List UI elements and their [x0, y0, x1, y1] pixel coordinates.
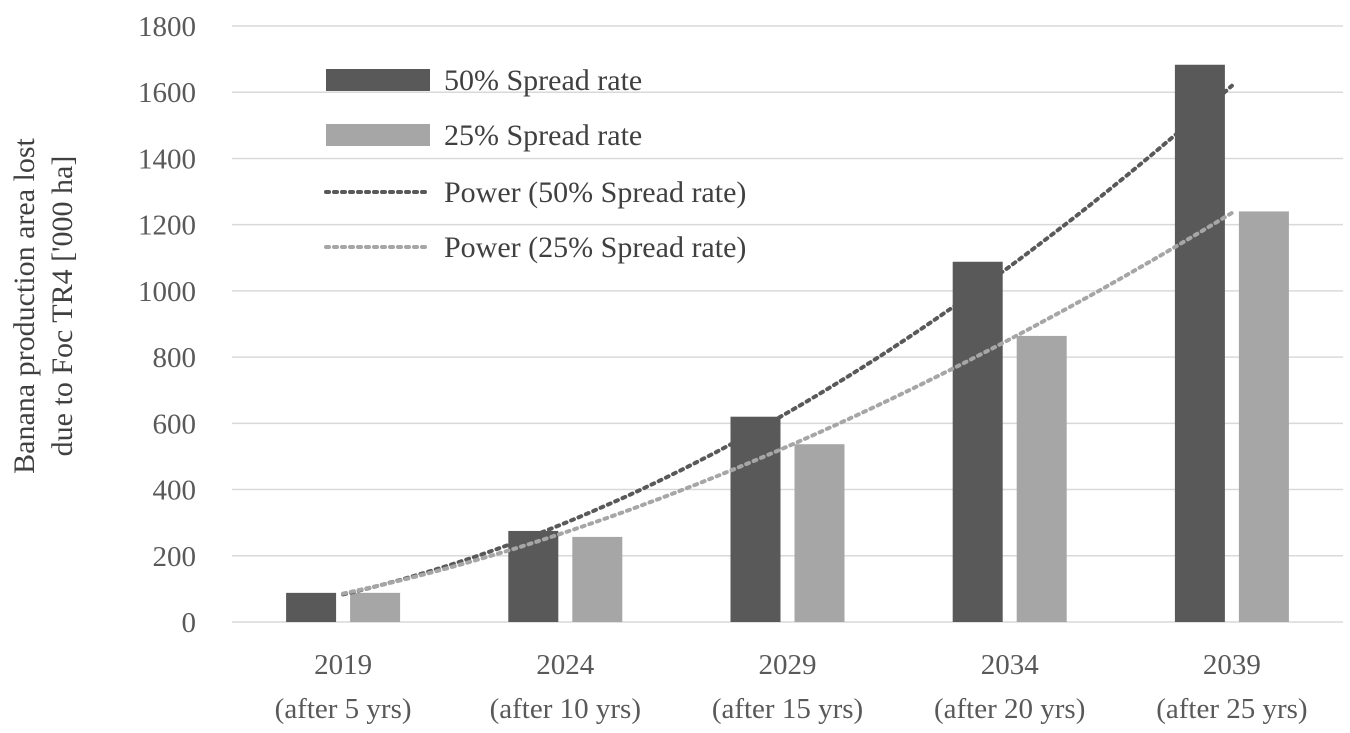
x-label-sub-2024: (after 10 yrs): [490, 693, 641, 725]
bar-25pct-2024: [572, 536, 623, 622]
legend-label-power-50-percent: Power (50% Spread rate): [444, 176, 746, 209]
trendline-power-25pct: [341, 210, 1234, 596]
bar-50pct-2019: [286, 592, 337, 622]
x-label-sub-2039: (after 25 yrs): [1156, 693, 1307, 725]
y-tick-label-0: 0: [182, 607, 197, 639]
y-axis-ticks: 0 200 400 600 800 1000 1200 1400 1600 1800: [138, 11, 196, 639]
y-axis-title-line-1: Banana production area lost: [8, 137, 41, 473]
y-tick-label-1400: 1400: [138, 143, 196, 175]
x-label-year-2034: 2034: [981, 649, 1040, 681]
y-axis-title-line-2: due to Foc TR4 ['000 ha]: [46, 156, 79, 457]
trendlines: [341, 83, 1234, 597]
bar-50pct-2039: [1174, 64, 1225, 623]
y-tick-label-1200: 1200: [138, 210, 196, 242]
bar-25pct-2039: [1238, 211, 1289, 622]
bar-25pct-2034: [1016, 335, 1067, 622]
x-label-year-2029: 2029: [759, 649, 817, 681]
bar-50pct-2034: [952, 261, 1003, 622]
x-label-sub-2034: (after 20 yrs): [934, 693, 1085, 725]
x-label-year-2039: 2039: [1203, 649, 1261, 681]
y-tick-label-800: 800: [153, 342, 197, 374]
bar-25pct-2029: [794, 444, 845, 622]
bar-25pct-2019: [350, 592, 401, 622]
x-label-sub-2019: (after 5 yrs): [275, 693, 412, 725]
bars: [286, 64, 1289, 623]
legend-swatch-25-percent: [326, 124, 430, 146]
gridlines: [232, 25, 1343, 623]
x-label-year-2019: 2019: [314, 649, 372, 681]
trendline-power-50pct: [341, 83, 1234, 597]
legend-label-25-percent: 25% Spread rate: [444, 119, 642, 152]
x-label-year-2024: 2024: [536, 649, 595, 681]
y-tick-label-400: 400: [153, 475, 197, 507]
legend-swatch-50-percent: [326, 69, 430, 91]
y-tick-label-200: 200: [153, 541, 197, 573]
y-tick-label-1600: 1600: [138, 77, 196, 109]
legend-label-power-25-percent: Power (25% Spread rate): [444, 231, 746, 264]
legend-label-50-percent: 50% Spread rate: [444, 64, 642, 97]
x-label-sub-2029: (after 15 yrs): [712, 693, 863, 725]
y-tick-label-1000: 1000: [138, 276, 196, 308]
y-axis-title: Banana production area lost due to Foc T…: [8, 137, 79, 473]
bar-50pct-2029: [730, 416, 781, 622]
bar-50pct-2024: [508, 530, 559, 622]
y-tick-label-1800: 1800: [138, 11, 196, 43]
legend: 50% Spread rate 25% Spread rate Power (5…: [324, 64, 746, 264]
y-tick-label-600: 600: [153, 408, 197, 440]
x-axis-labels: 2019 (after 5 yrs) 2024 (after 10 yrs) 2029 (…: [275, 649, 1308, 725]
